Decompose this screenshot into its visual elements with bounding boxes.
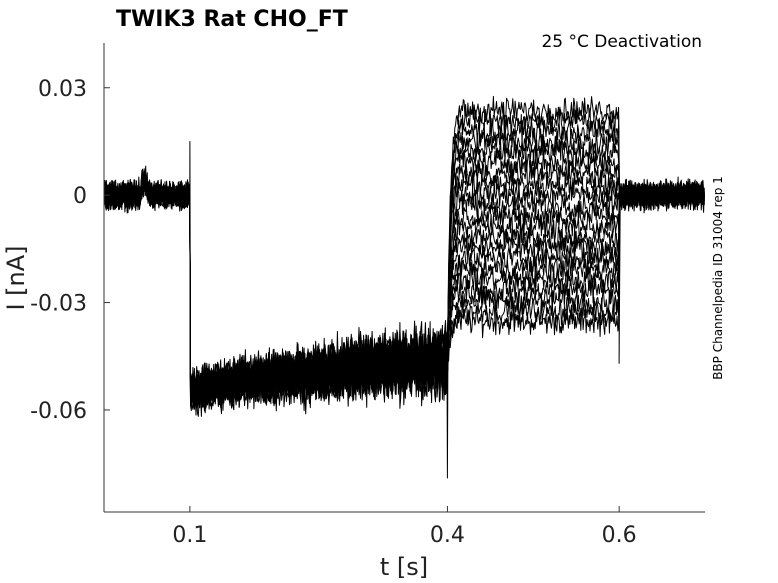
channelpedia-id-label: BBP Channelpedia ID 31004 rep 1 — [711, 176, 725, 380]
chart-title: TWIK3 Rat CHO_FT — [116, 7, 348, 32]
x-tick-label: 0.6 — [602, 523, 637, 548]
y-tick-label: -0.03 — [30, 292, 87, 317]
x-tick-label: 0.1 — [172, 523, 207, 548]
current-traces — [103, 95, 705, 479]
y-tick-label: 0.03 — [38, 77, 87, 102]
y-axis-label: I [nA] — [2, 245, 30, 310]
y-axis-ticks: 0.03 0 -0.03 -0.06 — [30, 77, 110, 424]
x-axis-ticks: 0.1 0.4 0.6 — [172, 506, 637, 548]
x-axis-label: t [s] — [380, 553, 428, 581]
current-trace — [103, 95, 705, 397]
temperature-protocol-annotation: 25 °C Deactivation — [541, 32, 702, 52]
x-tick-label: 0.4 — [430, 523, 465, 548]
y-tick-label: 0 — [73, 184, 87, 209]
y-tick-label: -0.06 — [30, 399, 87, 424]
